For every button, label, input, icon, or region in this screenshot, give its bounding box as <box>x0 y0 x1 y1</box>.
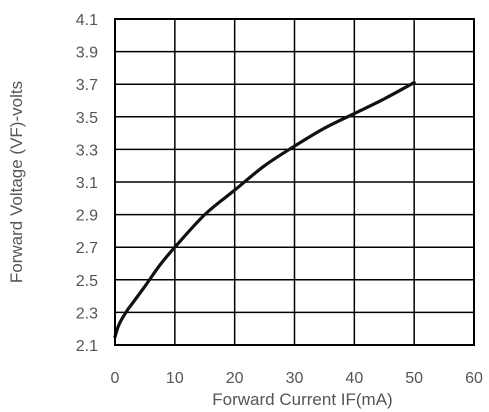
y-tick-label: 3.1 <box>76 175 98 192</box>
x-axis-title: Forward Current IF(mA) <box>212 390 392 409</box>
y-tick-label: 3.5 <box>76 110 98 127</box>
grid <box>115 19 474 345</box>
plot-frame <box>114 18 475 346</box>
x-tick-label: 60 <box>465 370 483 387</box>
y-tick-label: 4.1 <box>76 12 98 29</box>
x-tick-label: 40 <box>345 370 363 387</box>
series-line <box>113 80 416 339</box>
y-tick-label: 2.1 <box>76 338 98 355</box>
x-tick-label: 20 <box>226 370 244 387</box>
x-tick-label: 50 <box>405 370 423 387</box>
y-tick-labels: 4.1 3.9 3.7 3.5 3.3 3.1 2.9 2.7 2.5 2.3 2.1 <box>76 12 98 355</box>
series-layer <box>113 80 416 339</box>
y-axis-title: Forward Voltage (VF)-volts <box>7 81 26 283</box>
y-tick-label: 3.9 <box>76 45 98 62</box>
y-tick-label: 3.3 <box>76 142 98 159</box>
y-tick-label: 2.7 <box>76 240 98 257</box>
y-tick-label: 2.3 <box>76 305 98 322</box>
x-tick-label: 0 <box>111 370 120 387</box>
x-tick-label: 10 <box>166 370 184 387</box>
x-tick-label: 30 <box>286 370 304 387</box>
y-tick-label: 3.7 <box>76 77 98 94</box>
x-tick-labels: 0 10 20 30 40 50 60 <box>111 370 483 387</box>
y-tick-label: 2.5 <box>76 273 98 290</box>
y-tick-label: 2.9 <box>76 208 98 225</box>
